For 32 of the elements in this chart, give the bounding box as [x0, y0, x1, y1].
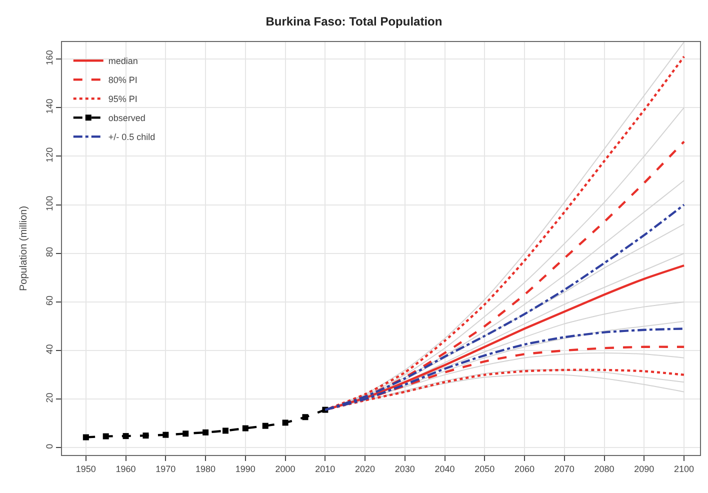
legend-label: 80% PI: [108, 75, 138, 86]
x-tick-label: 2000: [275, 464, 296, 474]
y-tick-label: 0: [44, 444, 54, 449]
x-tick-label: 2030: [394, 464, 415, 474]
y-tick-label: 40: [44, 344, 54, 354]
x-tick-label: 1950: [76, 464, 96, 474]
legend-label: 95% PI: [108, 94, 138, 104]
y-tick-label: 80: [44, 247, 54, 258]
x-tick-label: 2060: [514, 464, 535, 474]
x-tick-label: 2090: [634, 464, 654, 474]
x-tick-label: 1990: [235, 464, 256, 474]
x-tick-label: 2040: [434, 464, 455, 474]
legend-label: median: [108, 56, 138, 66]
y-axis-title: Population (million): [18, 206, 30, 292]
x-tick-label: 2070: [554, 464, 574, 474]
y-tick-label: 120: [44, 147, 54, 162]
legend-label: +/- 0.5 child: [108, 132, 156, 142]
chart-title: Burkina Faso: Total Population: [266, 14, 442, 29]
legend-label: observed: [108, 113, 146, 124]
y-tick-label: 100: [44, 196, 54, 211]
x-tick-label: 1980: [196, 464, 216, 474]
x-tick-label: 1970: [156, 464, 176, 474]
x-tick-label: 2080: [594, 464, 614, 474]
x-tick-label: 2010: [315, 464, 336, 474]
y-tick-label: 20: [44, 392, 54, 403]
x-tick-label: 2050: [474, 464, 495, 474]
x-tick-label: 2100: [674, 464, 694, 474]
y-tick-label: 160: [44, 50, 54, 66]
x-tick-label: 1960: [116, 464, 136, 474]
x-tick-label: 2020: [355, 464, 376, 474]
y-tick-label: 140: [44, 98, 54, 114]
y-tick-label: 60: [44, 296, 54, 306]
